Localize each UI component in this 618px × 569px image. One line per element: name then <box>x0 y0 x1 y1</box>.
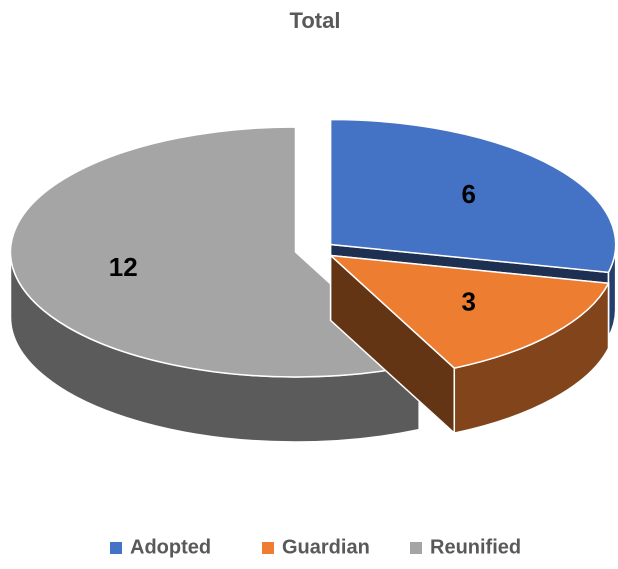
legend-label: Guardian <box>282 536 370 558</box>
slice-top <box>9 126 421 378</box>
legend-swatch <box>110 542 122 554</box>
pie-slice <box>328 253 610 435</box>
legend-swatch <box>410 542 422 554</box>
data-label: 12 <box>109 252 138 282</box>
legend-label: Adopted <box>130 536 211 558</box>
legend-label: Reunified <box>430 536 521 558</box>
data-label: 6 <box>462 179 476 209</box>
chart-title: Total <box>290 8 341 33</box>
slice-top <box>328 254 610 369</box>
data-label: 3 <box>462 287 476 317</box>
legend-swatch <box>262 542 274 554</box>
slice-top <box>329 118 617 274</box>
